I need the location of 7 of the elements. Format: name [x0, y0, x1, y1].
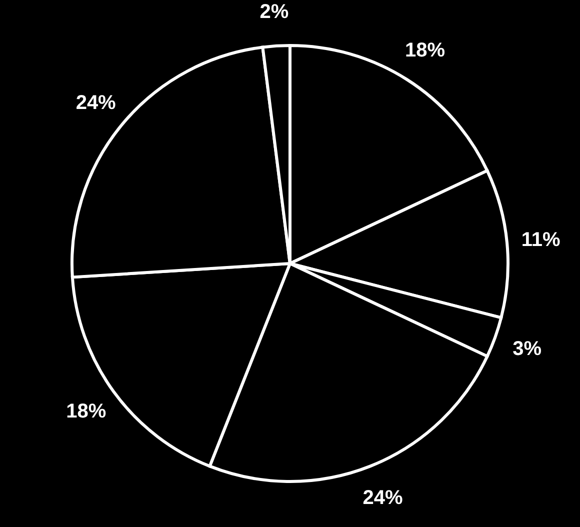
- data-label: 2%: [260, 0, 289, 23]
- data-label: 3%: [512, 338, 542, 360]
- data-label: 11%: [521, 228, 561, 251]
- data-label: 18%: [66, 400, 106, 423]
- data-label: 24%: [362, 486, 403, 509]
- data-label: 18%: [405, 40, 446, 62]
- data-label: 24%: [76, 92, 116, 114]
